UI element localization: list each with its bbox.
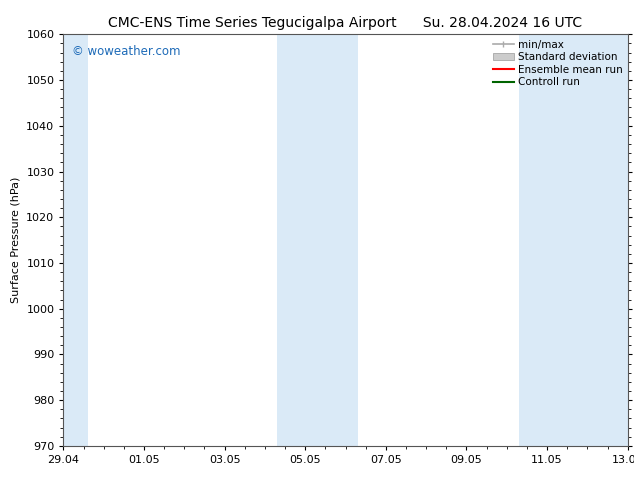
Bar <box>519 34 628 446</box>
Bar <box>277 34 358 446</box>
Legend: min/max, Standard deviation, Ensemble mean run, Controll run: min/max, Standard deviation, Ensemble me… <box>491 37 624 89</box>
Title: CMC-ENS Time Series Tegucigalpa Airport      Su. 28.04.2024 16 UTC: CMC-ENS Time Series Tegucigalpa Airport … <box>108 16 583 30</box>
Y-axis label: Surface Pressure (hPa): Surface Pressure (hPa) <box>11 177 21 303</box>
Text: © woweather.com: © woweather.com <box>72 45 180 58</box>
Bar <box>63 34 87 446</box>
